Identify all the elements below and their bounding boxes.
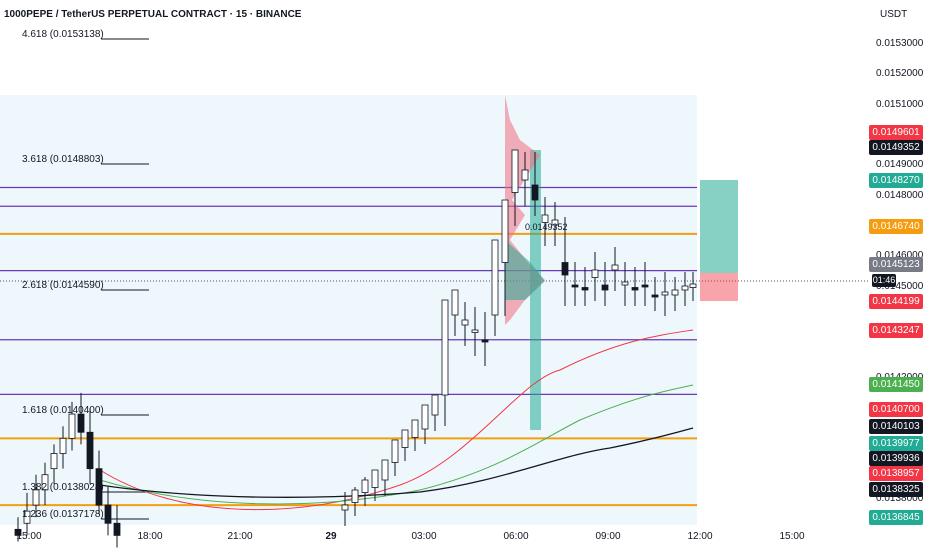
price-badge: 0.0149601 — [869, 125, 923, 140]
price-badge: 0.0140700 — [869, 402, 923, 417]
candle-body — [481, 339, 489, 343]
moving-average-red — [99, 329, 694, 511]
price-badge: 0.0148270 — [869, 173, 923, 188]
candle-body — [641, 284, 649, 288]
candle-body — [32, 489, 40, 506]
candle-body — [41, 474, 49, 491]
x-axis-tick: 06:00 — [503, 531, 529, 542]
candle-body — [371, 469, 379, 488]
y-axis-tick: 0.0138000 — [876, 492, 924, 504]
candle-body — [661, 291, 669, 296]
candle-body — [651, 294, 659, 298]
candle-body — [541, 214, 549, 223]
price-badge: 0.0146740 — [869, 219, 923, 234]
price-badge: 0.0144199 — [869, 294, 923, 309]
moving-average-green — [99, 384, 694, 505]
candle-body — [561, 262, 569, 276]
candle-body — [351, 489, 359, 503]
fib-level-label: 1.382 (0.0138024) — [22, 482, 104, 493]
candle-body — [441, 299, 449, 396]
fib-level-label: 4.618 (0.0153138) — [22, 29, 104, 40]
y-axis-tick: 0.0145000 — [876, 280, 924, 292]
candle-body — [671, 289, 679, 296]
price-badge: 0.0136845 — [869, 510, 923, 525]
candle-body — [391, 439, 399, 463]
candle-body — [431, 394, 439, 416]
y-axis-tick: 0.0149000 — [876, 159, 924, 171]
y-axis-tick: 0.0146000 — [876, 250, 924, 262]
candle-body — [581, 287, 589, 291]
volume-profile-value-area — [505, 240, 545, 300]
candle-body — [95, 468, 103, 506]
candle-body — [471, 329, 479, 333]
price-badge: 0.0143247 — [869, 323, 923, 338]
candle-body — [621, 281, 629, 286]
candle-body — [59, 437, 67, 454]
price-badge: 0.0139936 — [869, 451, 923, 466]
candle-body — [611, 264, 619, 271]
candle-body — [401, 429, 409, 448]
price-badge: 0.0139977 — [869, 436, 923, 451]
candle-body — [381, 459, 389, 481]
fib-level-label: 1.236 (0.0137178) — [22, 509, 104, 520]
fib-level-label: 1.618 (0.0140400) — [22, 405, 104, 416]
price-badge: 0.0138325 — [869, 482, 923, 497]
position-profit-zone — [700, 180, 738, 273]
candle-body — [681, 285, 689, 291]
fib-level-label: 3.618 (0.0148803) — [22, 154, 104, 165]
price-badge: 0.0145123 — [869, 257, 923, 272]
candle-body — [491, 239, 499, 316]
candle-body — [104, 504, 112, 524]
candle-body — [77, 413, 85, 433]
x-axis-tick: 09:00 — [595, 531, 621, 542]
position-loss-zone — [700, 273, 738, 301]
y-axis-tick: 0.0152000 — [876, 68, 924, 80]
poc-price-label: 0.0149352 — [525, 222, 568, 232]
candle-body — [421, 404, 429, 430]
candle-body — [411, 419, 419, 438]
price-badge: 0.0141450 — [869, 377, 923, 392]
symbol-title[interactable]: 1000PEPE / TetherUS PERPETUAL CONTRACT ·… — [4, 9, 302, 20]
candle-body — [68, 413, 76, 439]
candle-body — [113, 522, 121, 536]
candle-body — [591, 269, 599, 278]
candle-body — [341, 504, 349, 511]
candle-body — [14, 528, 22, 536]
x-axis-tick: 29 — [325, 531, 337, 542]
price-badge: 0.0138957 — [869, 466, 923, 481]
candle-body — [601, 284, 609, 291]
fib-level-label: 2.618 (0.0144590) — [22, 280, 104, 291]
currency-unit[interactable]: USDT — [880, 9, 908, 20]
candle-body — [689, 283, 697, 288]
candle-body — [511, 149, 519, 193]
x-axis-tick: 15:00 — [16, 531, 42, 542]
moving-average-black — [99, 427, 694, 498]
candle-body — [23, 510, 31, 524]
candle-body — [631, 287, 639, 291]
x-axis-tick: 12:00 — [687, 531, 713, 542]
x-axis-tick: 18:00 — [137, 531, 163, 542]
countdown-timer: 01:46 — [872, 274, 896, 287]
x-axis-tick: 21:00 — [227, 531, 253, 542]
price-badge: 0.0140103 — [869, 419, 923, 434]
candle-body — [50, 453, 58, 470]
x-axis-tick: 15:00 — [779, 531, 805, 542]
candle-body — [361, 479, 369, 493]
y-axis-tick: 0.0153000 — [876, 38, 924, 49]
y-axis-tick: 0.0151000 — [876, 98, 924, 110]
candle-body — [86, 431, 94, 470]
candle-body — [551, 219, 559, 226]
candle-body — [531, 184, 539, 201]
y-axis-tick: 0.0148000 — [876, 189, 924, 201]
candle-body — [451, 289, 459, 316]
x-axis-tick: 03:00 — [411, 531, 437, 542]
price-badge: 0.0149352 — [869, 140, 923, 155]
candle-body — [501, 199, 509, 263]
candle-body — [461, 319, 469, 326]
candle-body — [571, 284, 579, 288]
candle-body — [521, 169, 529, 181]
